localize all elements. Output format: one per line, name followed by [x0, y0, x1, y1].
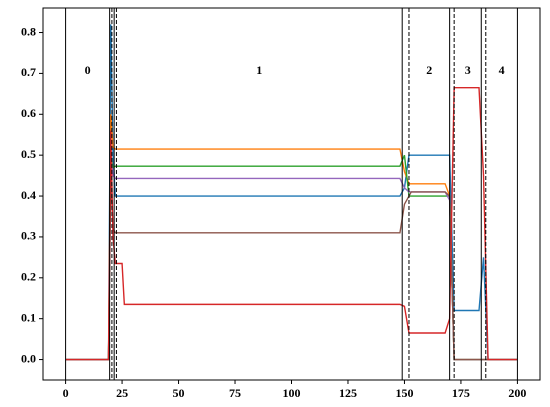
region-label: 3	[465, 63, 471, 77]
series-line	[65, 87, 518, 361]
y-tick-label: 0.0	[21, 351, 36, 365]
x-tick-label: 125	[339, 386, 357, 400]
region-label: 4	[499, 63, 505, 77]
x-tick-label: 150	[395, 386, 413, 400]
y-tick-label: 0.5	[21, 147, 36, 161]
y-tick-label: 0.3	[21, 229, 36, 243]
region-label: 2	[426, 63, 432, 77]
y-tick-label: 0.8	[21, 24, 36, 38]
x-tick-label: 0	[63, 386, 69, 400]
x-tick-label: 100	[283, 386, 301, 400]
region-label: 0	[85, 63, 91, 77]
x-tick-label: 200	[508, 386, 526, 400]
y-tick-label: 0.7	[21, 65, 36, 79]
x-tick-label: 175	[452, 386, 470, 400]
region-label: 1	[256, 63, 262, 77]
x-tick-label: 50	[173, 386, 185, 400]
y-tick-label: 0.2	[21, 270, 36, 284]
x-tick-label: 25	[116, 386, 128, 400]
y-tick-label: 0.4	[21, 188, 36, 202]
x-tick-label: 75	[229, 386, 241, 400]
y-tick-label: 0.6	[21, 106, 36, 120]
y-tick-label: 0.1	[21, 310, 36, 324]
